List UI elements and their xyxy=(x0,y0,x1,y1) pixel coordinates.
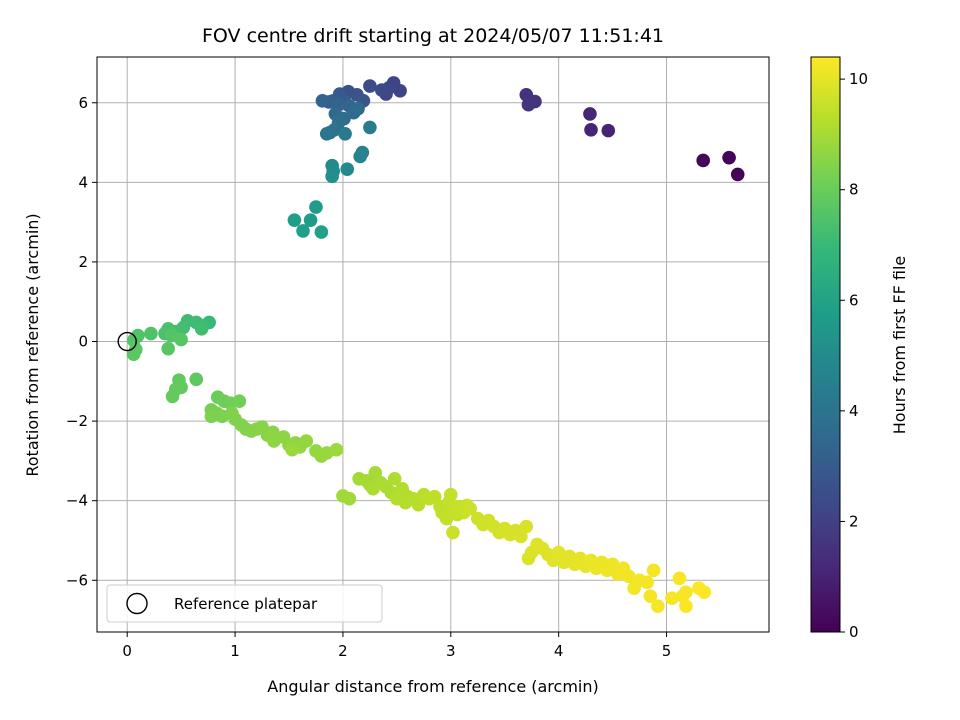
x-tick-label: 4 xyxy=(554,642,564,660)
data-point xyxy=(551,545,566,560)
data-point xyxy=(363,120,377,135)
legend-marker xyxy=(126,592,148,615)
colorbar-tick-label: 2 xyxy=(849,512,859,530)
data-point xyxy=(514,529,528,544)
data-point xyxy=(584,123,598,137)
data-point xyxy=(463,501,478,516)
data-points xyxy=(126,76,745,613)
data-point xyxy=(427,489,442,504)
data-point xyxy=(346,105,361,120)
colorbar-tick-label: 10 xyxy=(849,70,868,88)
y-tick-label: −2 xyxy=(66,412,88,430)
y-tick-label: 2 xyxy=(78,253,88,271)
chart-title: FOV centre drift starting at 2024/05/07 … xyxy=(202,25,664,47)
data-point xyxy=(174,332,188,347)
data-point xyxy=(646,563,661,578)
data-point xyxy=(325,169,339,184)
data-point xyxy=(285,442,300,457)
data-point xyxy=(342,491,357,506)
data-point xyxy=(665,591,679,605)
data-point xyxy=(651,599,665,613)
data-point xyxy=(126,347,141,362)
y-axis-ticks: −6 −4 −2 0 2 4 6 xyxy=(66,94,97,589)
colorbar-tick-label: 0 xyxy=(849,623,859,641)
y-tick-label: 0 xyxy=(78,333,88,351)
data-point xyxy=(722,150,736,165)
data-point xyxy=(387,471,402,486)
legend-label: Reference platepar xyxy=(174,595,318,613)
colorbar-tick-label: 4 xyxy=(849,402,859,420)
data-point xyxy=(287,213,302,227)
data-point xyxy=(309,200,323,214)
data-point xyxy=(204,409,219,424)
data-point xyxy=(303,213,318,227)
data-point xyxy=(521,97,536,112)
data-point xyxy=(368,466,383,480)
data-point xyxy=(601,123,616,138)
data-point xyxy=(411,497,426,512)
colorbar-label: Hours from first FF file xyxy=(890,256,909,435)
data-point xyxy=(340,162,355,177)
data-point xyxy=(319,126,334,141)
y-tick-label: −6 xyxy=(66,571,88,589)
data-point xyxy=(353,149,367,164)
data-point xyxy=(679,599,693,613)
reference-marker xyxy=(117,331,137,352)
data-point xyxy=(363,79,377,93)
data-point xyxy=(583,107,597,121)
data-point xyxy=(144,326,158,341)
data-point xyxy=(621,569,636,584)
data-point xyxy=(697,585,712,600)
data-point xyxy=(443,487,458,502)
colorbar-gradient xyxy=(810,56,841,633)
data-point xyxy=(296,224,310,238)
data-point xyxy=(730,167,745,182)
data-point xyxy=(299,434,314,448)
x-tick-label: 1 xyxy=(230,642,240,660)
data-point xyxy=(519,519,534,534)
x-tick-label: 3 xyxy=(446,642,456,660)
colorbar-tick-label: 8 xyxy=(849,181,859,199)
data-point xyxy=(374,83,389,97)
data-point xyxy=(165,389,180,404)
data-point xyxy=(640,575,654,590)
y-tick-label: 4 xyxy=(78,173,88,191)
data-point xyxy=(696,153,711,168)
legend-box xyxy=(106,584,383,623)
data-point xyxy=(161,341,175,356)
data-point xyxy=(672,571,687,586)
x-tick-label: 2 xyxy=(338,642,348,660)
colorbar-ticks: 0 2 4 6 8 10 xyxy=(840,70,868,641)
data-point xyxy=(338,126,352,141)
x-tick-label: 5 xyxy=(662,642,672,660)
colorbar-tick-label: 6 xyxy=(849,291,859,309)
data-point xyxy=(232,394,247,409)
y-axis-label: Rotation from reference (arcmin) xyxy=(23,213,42,476)
plot-frame xyxy=(96,56,770,633)
data-point xyxy=(315,93,330,108)
x-axis-label: Angular distance from reference (arcmin) xyxy=(267,677,598,696)
data-point xyxy=(314,225,329,239)
colorbar: 0 2 4 6 8 10 Hours from first FF file xyxy=(810,56,909,641)
data-point xyxy=(393,84,407,98)
legend: Reference platepar xyxy=(106,584,383,623)
data-point xyxy=(366,481,380,496)
data-point xyxy=(605,557,620,572)
grid xyxy=(97,57,769,632)
x-tick-label: 0 xyxy=(122,642,132,660)
data-point xyxy=(643,589,658,603)
data-point xyxy=(446,525,460,540)
data-point xyxy=(189,372,204,387)
y-tick-label: −4 xyxy=(66,492,88,510)
data-point xyxy=(679,585,693,600)
y-tick-label: 6 xyxy=(78,94,88,112)
x-axis-ticks: 0 1 2 3 4 5 xyxy=(122,632,671,660)
data-point xyxy=(329,442,344,457)
data-point xyxy=(439,511,454,526)
data-point xyxy=(194,321,209,336)
reference-point xyxy=(117,331,137,352)
